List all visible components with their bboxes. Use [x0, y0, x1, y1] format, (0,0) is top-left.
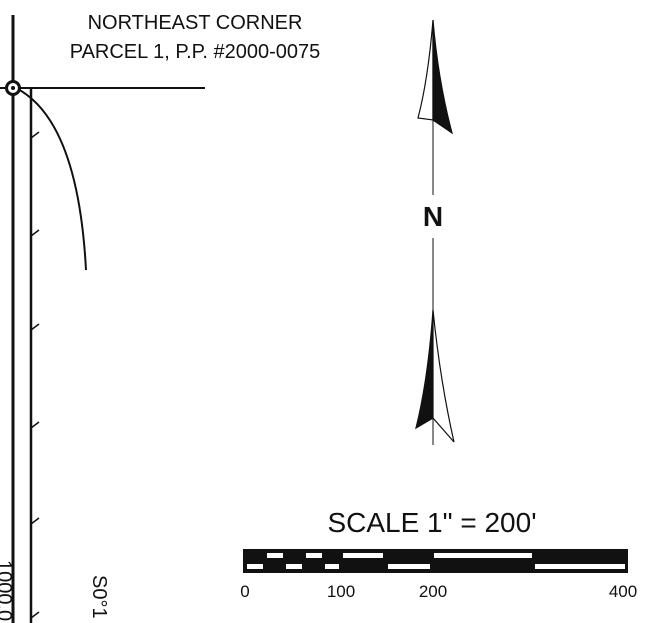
scale-bar-segment: [286, 564, 302, 569]
bearing-label: S0°1: [88, 575, 110, 619]
scale-bar-segment: [306, 553, 322, 558]
scale-tick-label-0: 0: [240, 582, 249, 601]
tick-mark: [30, 517, 40, 525]
scale-tick-label-100: 100: [327, 582, 355, 601]
tick-mark: [30, 611, 40, 619]
corner-label-line1: NORTHEAST CORNER: [88, 12, 303, 34]
distance-label: 1000.0: [0, 560, 15, 621]
scale-bar-segment: [325, 564, 339, 569]
tick-mark: [30, 421, 40, 429]
scale-bar-frame: [243, 549, 628, 573]
tick-mark: [30, 229, 40, 237]
scale-title: SCALE 1" = 200': [327, 507, 536, 538]
boundary-tick-marks: [30, 131, 40, 619]
scale-bar-segment: [343, 553, 383, 558]
parcel-boundary: [0, 15, 205, 623]
scale-bar-segment: [434, 553, 532, 558]
scale-tick-label-400: 400: [609, 582, 637, 601]
scale-bar: [243, 549, 628, 573]
north-arrow-icon: [415, 19, 455, 445]
corner-label-line2: PARCEL 1, P.P. #2000-0075: [70, 41, 321, 63]
scale-bar-segment: [535, 564, 625, 569]
north-label: N: [423, 201, 443, 232]
tick-mark: [30, 131, 40, 139]
scale-bar-segment: [388, 564, 430, 569]
tick-mark: [30, 323, 40, 331]
survey-monument-icon: [5, 80, 21, 96]
boundary-curve: [15, 87, 87, 271]
scale-bar-segment: [267, 553, 283, 558]
scale-tick-label-200: 200: [419, 582, 447, 601]
scale-bar-segment: [247, 564, 263, 569]
